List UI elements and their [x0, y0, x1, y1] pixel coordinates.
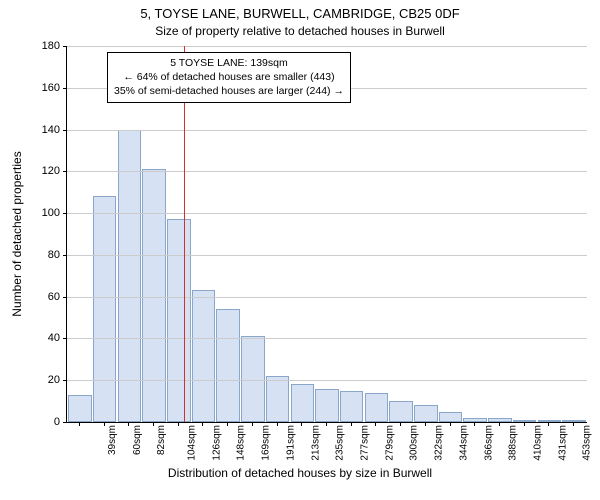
- y-tick-label: 20: [30, 374, 60, 386]
- bar: [439, 412, 463, 422]
- x-tick-mark: [326, 422, 327, 426]
- bar: [365, 393, 389, 422]
- x-tick-mark: [425, 422, 426, 426]
- y-tick-label: 80: [30, 249, 60, 261]
- grid-line: [67, 213, 587, 214]
- x-tick-label: 431sqm: [557, 425, 568, 461]
- x-tick-mark: [573, 422, 574, 426]
- x-tick-mark: [104, 422, 105, 426]
- y-tick-label: 0: [30, 416, 60, 428]
- y-tick-mark: [63, 380, 67, 381]
- bar: [389, 401, 413, 422]
- bar: [192, 290, 216, 422]
- x-tick-label: 235sqm: [335, 425, 346, 461]
- x-tick-mark: [351, 422, 352, 426]
- x-tick-label: 277sqm: [360, 425, 371, 461]
- x-tick-mark: [524, 422, 525, 426]
- y-tick-label: 140: [30, 124, 60, 136]
- y-tick-mark: [63, 88, 67, 89]
- y-tick-mark: [63, 213, 67, 214]
- annotation-box: 5 TOYSE LANE: 139sqm← 64% of detached ho…: [107, 52, 351, 103]
- x-tick-label: 344sqm: [458, 425, 469, 461]
- bar: [93, 196, 117, 422]
- x-tick-mark: [252, 422, 253, 426]
- y-tick-label: 40: [30, 332, 60, 344]
- x-tick-label: 104sqm: [187, 425, 198, 461]
- x-tick-mark: [301, 422, 302, 426]
- grid-line: [67, 380, 587, 381]
- bar: [414, 405, 438, 422]
- bar: [68, 395, 92, 422]
- x-tick-mark: [400, 422, 401, 426]
- x-axis-label: Distribution of detached houses by size …: [0, 466, 600, 480]
- bar: [167, 219, 191, 422]
- bar: [216, 309, 240, 422]
- y-tick-label: 60: [30, 291, 60, 303]
- x-tick-label: 60sqm: [132, 425, 143, 455]
- grid-line: [67, 255, 587, 256]
- x-tick-mark: [474, 422, 475, 426]
- y-tick-label: 160: [30, 82, 60, 94]
- x-tick-mark: [375, 422, 376, 426]
- x-tick-mark: [450, 422, 451, 426]
- y-tick-label: 120: [30, 165, 60, 177]
- annotation-line: ← 64% of detached houses are smaller (44…: [114, 70, 344, 84]
- bar: [340, 391, 364, 422]
- x-tick-label: 279sqm: [384, 425, 395, 461]
- bar: [241, 336, 265, 422]
- bar: [266, 376, 290, 422]
- y-tick-label: 100: [30, 207, 60, 219]
- annotation-line: 35% of semi-detached houses are larger (…: [114, 84, 344, 98]
- grid-line: [67, 338, 587, 339]
- x-tick-label: 39sqm: [107, 425, 118, 455]
- x-tick-label: 322sqm: [434, 425, 445, 461]
- x-tick-mark: [202, 422, 203, 426]
- x-tick-mark: [277, 422, 278, 426]
- x-tick-label: 191sqm: [285, 425, 296, 461]
- y-tick-mark: [63, 171, 67, 172]
- x-tick-label: 169sqm: [261, 425, 272, 461]
- bar: [291, 384, 315, 422]
- y-tick-mark: [63, 297, 67, 298]
- x-tick-mark: [153, 422, 154, 426]
- x-tick-label: 388sqm: [508, 425, 519, 461]
- bar: [118, 130, 142, 422]
- x-tick-mark: [499, 422, 500, 426]
- x-tick-label: 213sqm: [310, 425, 321, 461]
- x-tick-label: 366sqm: [483, 425, 494, 461]
- x-tick-label: 453sqm: [582, 425, 593, 461]
- y-axis-label: Number of detached properties: [10, 151, 24, 316]
- chart-subtitle: Size of property relative to detached ho…: [0, 24, 600, 38]
- grid-line: [67, 171, 587, 172]
- y-tick-mark: [63, 338, 67, 339]
- x-tick-mark: [227, 422, 228, 426]
- chart-title: 5, TOYSE LANE, BURWELL, CAMBRIDGE, CB25 …: [0, 6, 600, 21]
- chart-container: 5, TOYSE LANE, BURWELL, CAMBRIDGE, CB25 …: [0, 0, 600, 500]
- y-tick-mark: [63, 130, 67, 131]
- x-tick-mark: [548, 422, 549, 426]
- x-tick-label: 82sqm: [156, 425, 167, 455]
- grid-line: [67, 130, 587, 131]
- x-tick-label: 126sqm: [211, 425, 222, 461]
- y-tick-label: 180: [30, 40, 60, 52]
- x-tick-mark: [128, 422, 129, 426]
- y-tick-mark: [63, 46, 67, 47]
- annotation-line: 5 TOYSE LANE: 139sqm: [114, 56, 344, 70]
- x-tick-mark: [178, 422, 179, 426]
- x-tick-label: 300sqm: [409, 425, 420, 461]
- grid-line: [67, 297, 587, 298]
- y-tick-mark: [63, 255, 67, 256]
- bar: [142, 169, 166, 422]
- x-tick-label: 410sqm: [533, 425, 544, 461]
- bar: [315, 389, 339, 422]
- grid-line: [67, 46, 587, 47]
- x-tick-mark: [79, 422, 80, 426]
- x-tick-label: 148sqm: [236, 425, 247, 461]
- plot-area: 5 TOYSE LANE: 139sqm← 64% of detached ho…: [66, 46, 587, 423]
